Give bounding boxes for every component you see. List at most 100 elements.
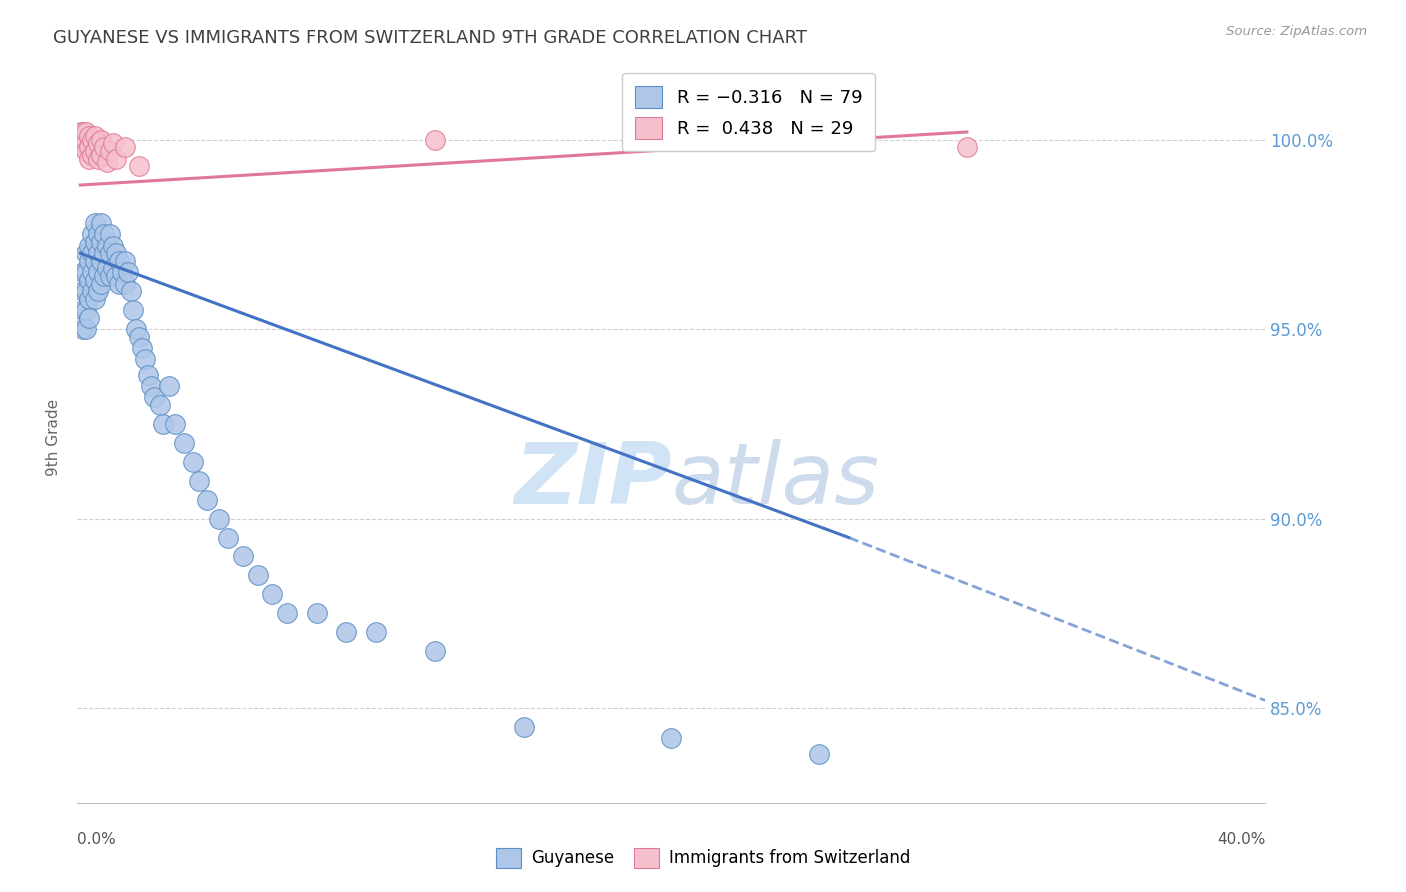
Point: [90, 132, 112, 146]
Point: [93, 227, 115, 242]
Point: [96, 155, 118, 169]
Point: [512, 720, 534, 734]
Point: [93, 268, 115, 283]
Point: [128, 159, 150, 173]
Point: [101, 238, 124, 252]
Point: [181, 455, 204, 469]
Point: [111, 265, 134, 279]
Point: [114, 277, 136, 291]
Point: [143, 390, 166, 404]
Point: [149, 398, 172, 412]
Text: atlas: atlas: [672, 440, 879, 523]
Point: [136, 368, 159, 382]
Text: ZIP: ZIP: [513, 440, 672, 523]
Point: [75, 125, 97, 139]
Point: [75, 322, 97, 336]
Text: GUYANESE VS IMMIGRANTS FROM SWITZERLAND 9TH GRADE CORRELATION CHART: GUYANESE VS IMMIGRANTS FROM SWITZERLAND …: [53, 29, 807, 46]
Text: Source: ZipAtlas.com: Source: ZipAtlas.com: [1226, 25, 1367, 38]
Point: [77, 292, 100, 306]
Point: [104, 268, 127, 283]
Point: [98, 144, 121, 158]
Point: [72, 284, 94, 298]
Point: [96, 238, 118, 252]
Point: [114, 140, 136, 154]
Point: [82, 284, 104, 298]
Point: [82, 246, 104, 260]
Point: [73, 132, 96, 146]
Point: [423, 132, 446, 146]
Point: [90, 235, 112, 249]
Point: [173, 435, 195, 450]
Point: [101, 261, 124, 276]
Legend: Guyanese, Immigrants from Switzerland: Guyanese, Immigrants from Switzerland: [489, 841, 917, 875]
Point: [77, 238, 100, 252]
Point: [84, 216, 107, 230]
Point: [75, 265, 97, 279]
Point: [77, 310, 100, 325]
Point: [90, 253, 112, 268]
Point: [82, 227, 104, 242]
Point: [101, 136, 124, 151]
Point: [70, 132, 93, 146]
Point: [125, 322, 148, 336]
Point: [75, 144, 97, 158]
Point: [141, 379, 163, 393]
Point: [77, 128, 100, 143]
Point: [75, 284, 97, 298]
Point: [661, 731, 683, 746]
Point: [72, 125, 94, 139]
Point: [104, 152, 127, 166]
Point: [423, 644, 446, 658]
Point: [232, 549, 254, 564]
Point: [82, 265, 104, 279]
Point: [77, 152, 100, 166]
Point: [87, 246, 110, 260]
Point: [107, 253, 129, 268]
Point: [72, 265, 94, 279]
Point: [98, 227, 121, 242]
Point: [217, 531, 239, 545]
Point: [98, 246, 121, 260]
Text: 40.0%: 40.0%: [1218, 832, 1265, 847]
Point: [208, 511, 231, 525]
Point: [84, 128, 107, 143]
Point: [70, 125, 93, 139]
Point: [128, 329, 150, 343]
Point: [77, 273, 100, 287]
Point: [77, 140, 100, 154]
Point: [107, 277, 129, 291]
Y-axis label: 9th Grade: 9th Grade: [46, 399, 62, 475]
Point: [87, 152, 110, 166]
Point: [84, 144, 107, 158]
Point: [98, 268, 121, 283]
Point: [152, 417, 174, 431]
Point: [87, 265, 110, 279]
Point: [72, 322, 94, 336]
Point: [246, 568, 269, 582]
Point: [114, 253, 136, 268]
Legend: R = −0.316   N = 79, R =  0.438   N = 29: R = −0.316 N = 79, R = 0.438 N = 29: [623, 73, 875, 152]
Point: [364, 625, 387, 640]
Point: [72, 140, 94, 154]
Point: [82, 132, 104, 146]
Point: [305, 607, 328, 621]
Point: [661, 125, 683, 139]
Point: [84, 273, 107, 287]
Point: [335, 625, 357, 640]
Point: [808, 747, 831, 761]
Point: [157, 379, 180, 393]
Point: [90, 147, 112, 161]
Point: [72, 140, 94, 154]
Point: [187, 474, 209, 488]
Point: [77, 253, 100, 268]
Point: [120, 284, 142, 298]
Point: [134, 352, 156, 367]
Text: 0.0%: 0.0%: [77, 832, 117, 847]
Point: [163, 417, 186, 431]
Point: [72, 303, 94, 318]
Point: [90, 277, 112, 291]
Point: [104, 246, 127, 260]
Point: [87, 227, 110, 242]
Point: [276, 607, 298, 621]
Point: [84, 235, 107, 249]
